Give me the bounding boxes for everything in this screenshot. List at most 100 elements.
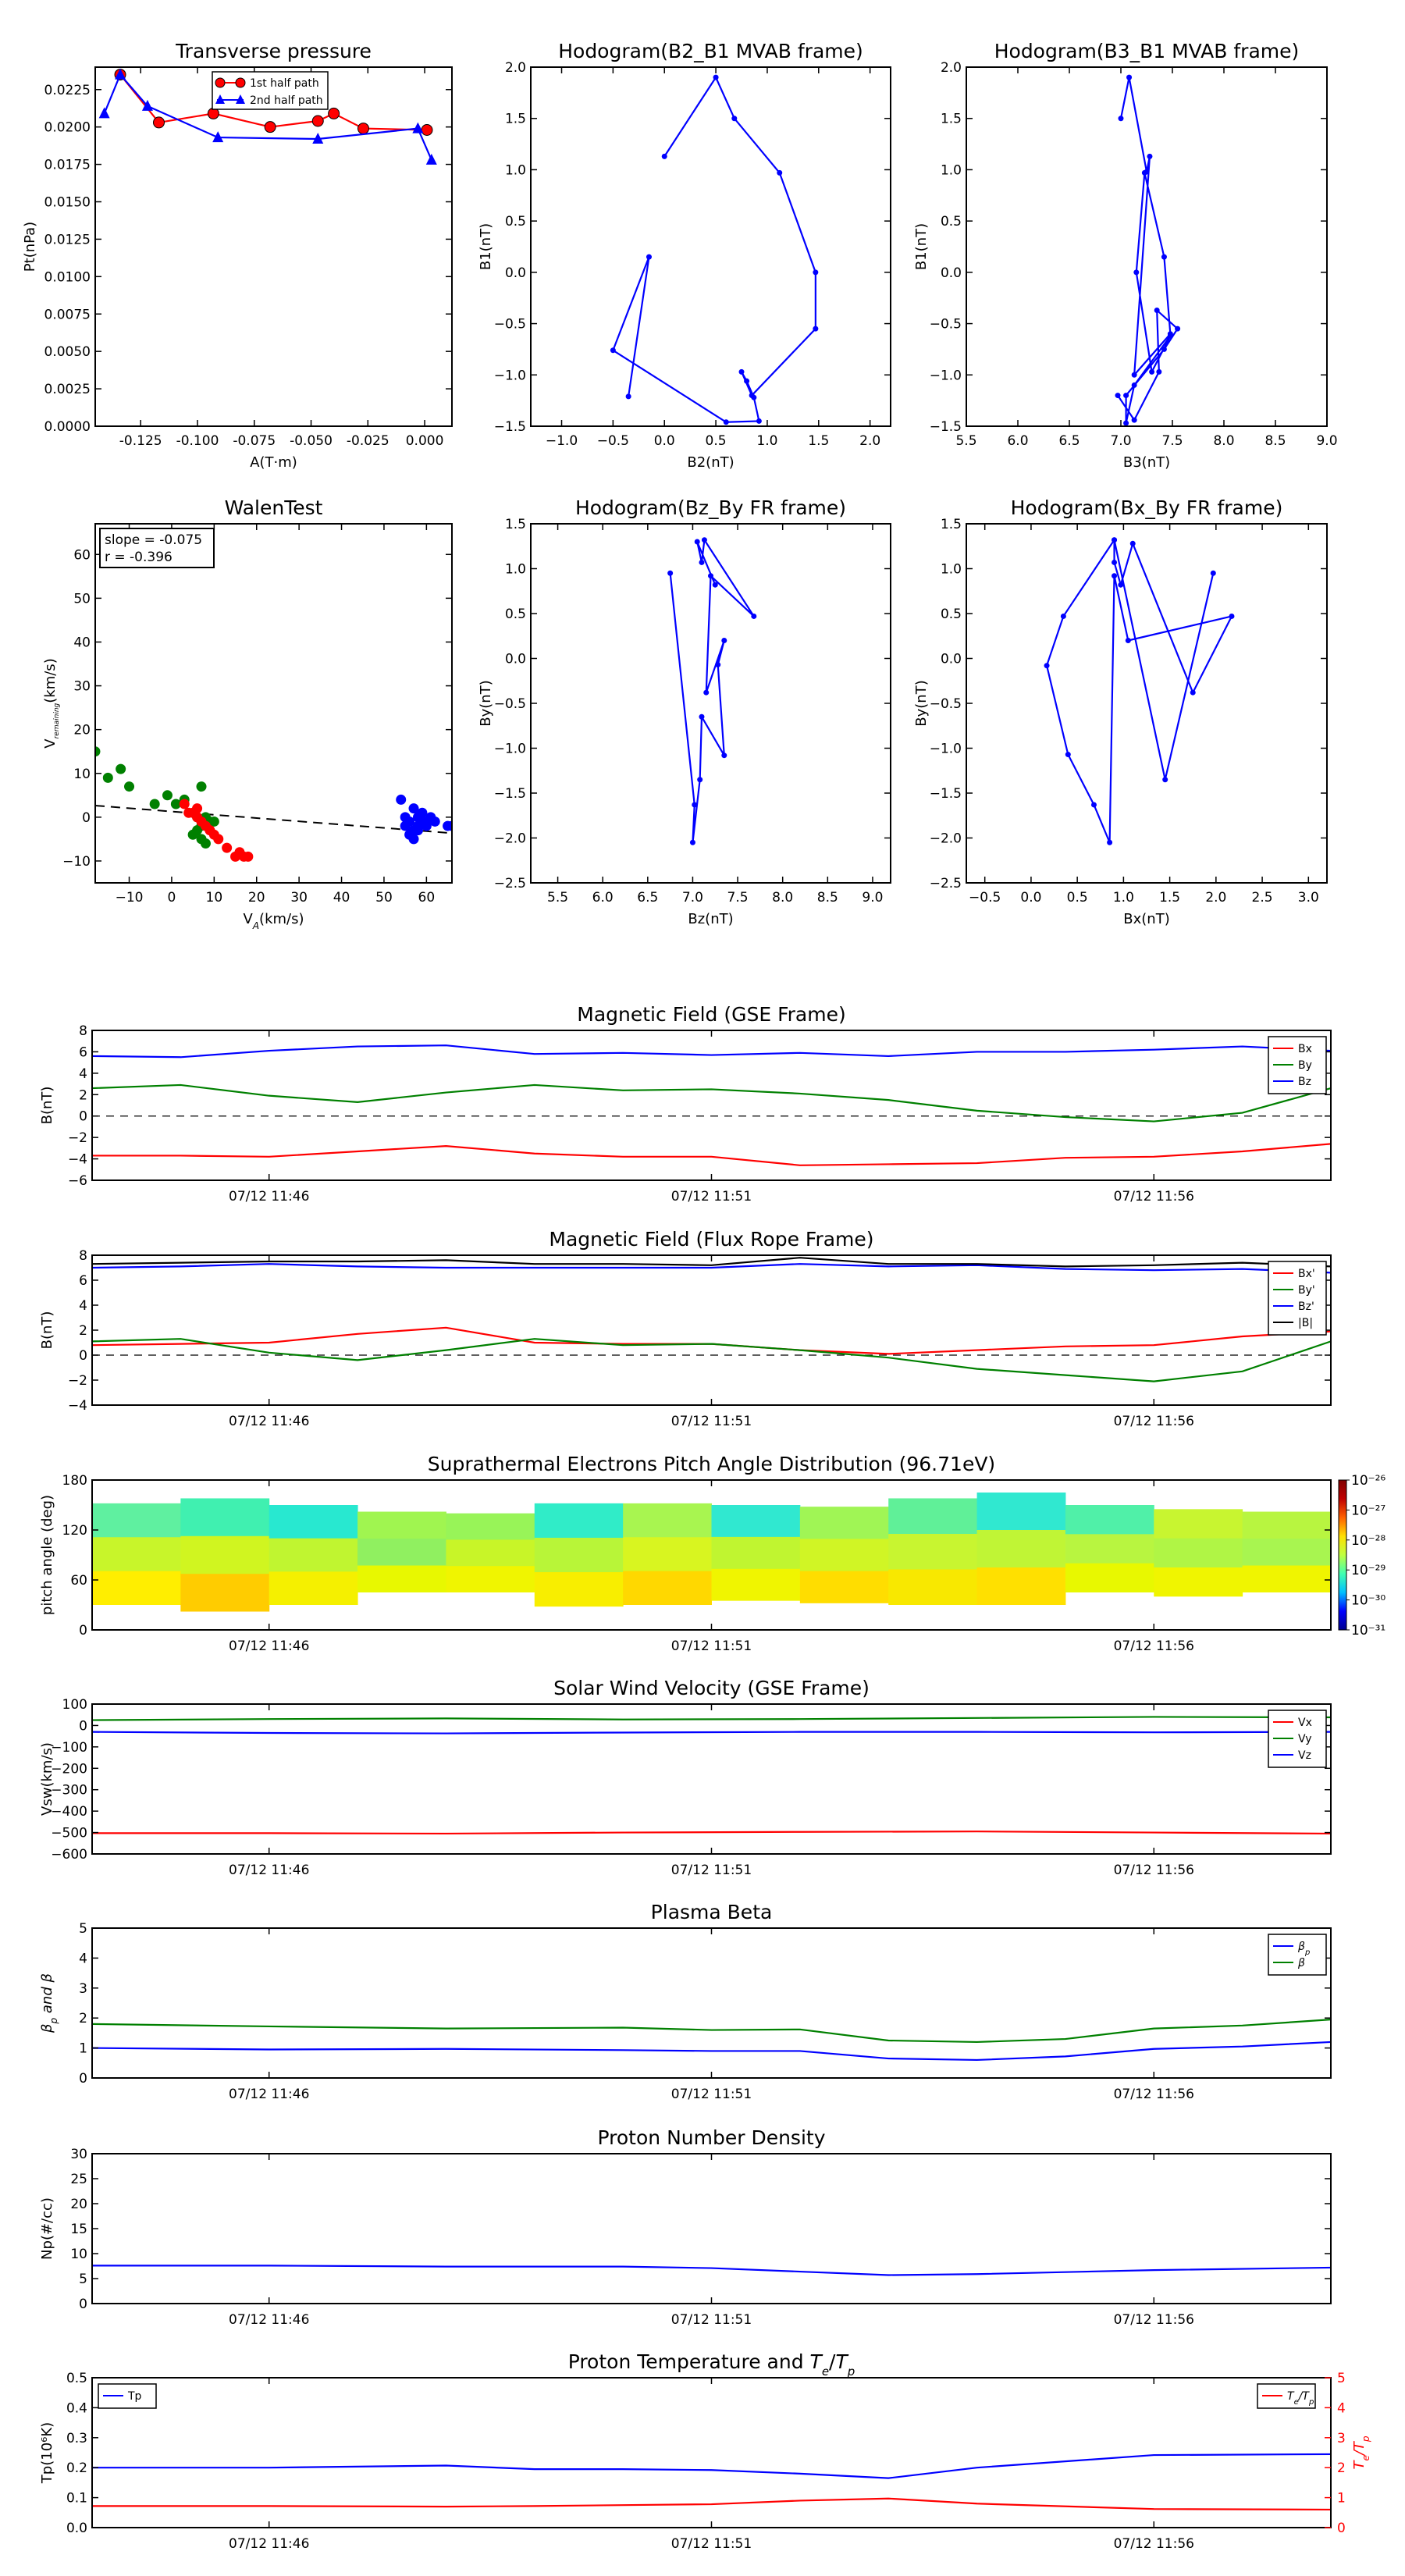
scatter-point — [170, 799, 181, 809]
panel-title: Magnetic Field (GSE Frame) — [577, 1003, 845, 1026]
heatmap-cell — [269, 1571, 358, 1605]
scatter-point — [200, 838, 211, 849]
series-line — [92, 1731, 1331, 1735]
x-tick-label: 07/12 11:51 — [671, 1638, 752, 1654]
x-tick-label: 0.000 — [406, 433, 444, 449]
y-tick-label: 0.0 — [505, 265, 526, 281]
data-point — [813, 269, 819, 276]
heatmap-cell — [92, 1503, 181, 1538]
y-tick-label: 4 — [79, 1066, 87, 1082]
legend — [1268, 1934, 1327, 1976]
legend-label: By' — [1298, 1284, 1315, 1297]
y-tick-label: 0 — [79, 1718, 87, 1734]
colorbar-tick-label: 10⁻²⁸ — [1351, 1533, 1385, 1549]
heatmap-cell — [534, 1537, 624, 1573]
heatmap-cell — [623, 1537, 712, 1572]
y-tick-label: −0.5 — [494, 696, 526, 712]
x-tick-label: 6.5 — [1058, 433, 1080, 449]
heatmap-cell — [1154, 1509, 1243, 1539]
scatter-point — [396, 794, 407, 805]
heatmap-cell — [888, 1569, 978, 1605]
series-1 — [95, 746, 219, 849]
y-tick-label: 60 — [73, 547, 91, 563]
y-tick-label: −2 — [68, 1130, 87, 1146]
data-point — [1065, 752, 1071, 758]
data-point — [721, 753, 727, 759]
series-1st half path — [114, 69, 433, 136]
y-tick-label: 0.0025 — [44, 382, 91, 397]
series-Bz' — [92, 1263, 1331, 1274]
series-line — [92, 1143, 1331, 1166]
y-right-tick-label: 1 — [1337, 2491, 1346, 2507]
y-tick-label: 0.5 — [505, 214, 526, 229]
y-tick-label: 120 — [62, 1523, 87, 1539]
heatmap-cell — [976, 1493, 1066, 1531]
plot-frame — [91, 1254, 1332, 1406]
heatmap-cell — [357, 1565, 446, 1592]
x-tick-label: 1.5 — [1159, 890, 1180, 906]
data-point — [425, 153, 437, 165]
series-T_e/T_p — [92, 2497, 1331, 2511]
series-3 — [396, 794, 452, 845]
data-point — [777, 169, 783, 176]
annotation-box — [99, 528, 215, 568]
data-point — [1123, 393, 1129, 399]
data-point — [1147, 153, 1153, 159]
y-tick-label: 4 — [79, 1298, 87, 1314]
y-tick-label: −0.5 — [930, 317, 962, 333]
x-tick-label: 07/12 11:56 — [1114, 1414, 1194, 1429]
data-point — [1044, 663, 1050, 669]
heatmap-cell — [976, 1567, 1066, 1605]
series-β_p — [92, 2041, 1331, 2062]
data-point — [1229, 613, 1235, 619]
x-tick-label: 0.5 — [1067, 890, 1088, 906]
heatmap-cell — [799, 1539, 889, 1572]
y-tick-label: 1.5 — [941, 517, 962, 532]
scatter-point — [408, 834, 419, 845]
x-axis-label: B2(nT) — [687, 454, 734, 471]
y-tick-label: 6 — [79, 1044, 87, 1060]
x-tick-label: 07/12 11:51 — [671, 2312, 752, 2328]
x-tick-label: -0.025 — [347, 433, 389, 449]
y-tick-label: 2 — [79, 2011, 87, 2026]
x-axis-label: A(T·m) — [250, 454, 297, 471]
data-point — [692, 802, 698, 808]
x-tick-label: 50 — [375, 890, 393, 906]
heatmap-cell — [1065, 1534, 1154, 1564]
y-axis-label: pitch angle (deg) — [39, 1495, 55, 1615]
panel-title: Magnetic Field (Flux Rope Frame) — [549, 1228, 873, 1251]
colorbar-tick-label: 10⁻³¹ — [1351, 1623, 1385, 1638]
x-tick-label: -0.050 — [290, 433, 333, 449]
series-1 — [610, 74, 819, 425]
data-point — [264, 121, 276, 133]
y-right-tick-label: 5 — [1337, 2371, 1346, 2386]
y-tick-label: 0.0 — [941, 652, 962, 667]
legend-label: Vy — [1298, 1733, 1312, 1745]
data-point — [1107, 839, 1113, 845]
colorbar — [1338, 1479, 1347, 1631]
x-tick-label: 7.5 — [727, 890, 749, 906]
fit-line — [95, 804, 452, 834]
heatmap-cell — [180, 1498, 270, 1537]
colorbar-tick-label: 10⁻²⁹ — [1351, 1563, 1385, 1578]
scatter-point — [208, 829, 219, 840]
y-axis-label: Vremaining(km/s) — [42, 658, 61, 748]
x-tick-label: 0 — [168, 890, 176, 906]
panel-9: Suprathermal Electrons Pitch Angle Distr… — [39, 1453, 1385, 1654]
x-tick-label: 8.5 — [1264, 433, 1286, 449]
series-line — [92, 2041, 1331, 2062]
series-Bz — [92, 1044, 1331, 1059]
panel-title: Hodogram(Bx_By FR frame) — [1011, 496, 1283, 519]
data-point — [813, 326, 819, 332]
y-tick-label: 4 — [79, 1951, 87, 1966]
data-point — [1129, 540, 1136, 546]
series-Tp — [92, 2453, 1331, 2479]
series-line — [92, 1083, 1331, 1123]
y-tick-label: −500 — [51, 1826, 87, 1841]
heatmap-cell — [92, 1537, 181, 1572]
data-point — [689, 839, 695, 845]
data-point — [1090, 802, 1097, 808]
legend-label: |B| — [1298, 1317, 1313, 1329]
series-line — [92, 1716, 1331, 1721]
